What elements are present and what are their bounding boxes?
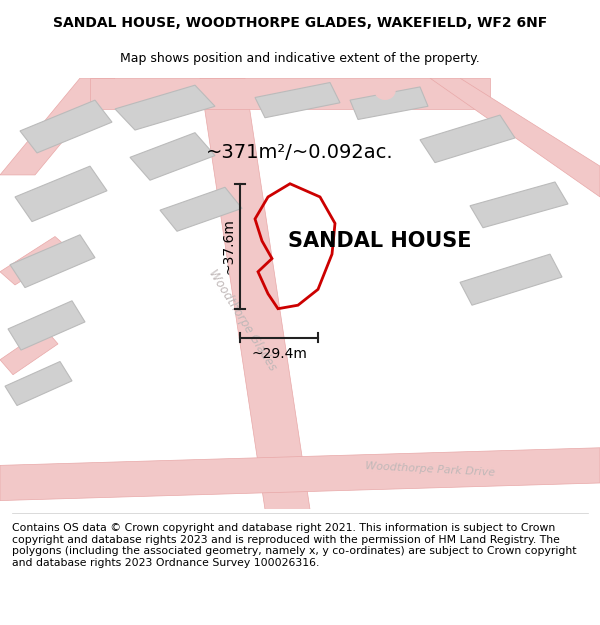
Polygon shape (5, 361, 72, 406)
Polygon shape (0, 78, 115, 175)
Text: Woodthorpe Glades: Woodthorpe Glades (206, 267, 278, 373)
Text: SANDAL HOUSE: SANDAL HOUSE (288, 231, 472, 251)
Polygon shape (0, 236, 70, 285)
Polygon shape (200, 78, 310, 509)
Polygon shape (160, 188, 242, 231)
Polygon shape (10, 235, 95, 288)
Polygon shape (8, 301, 85, 350)
Polygon shape (420, 115, 515, 162)
Text: ~371m²/~0.092ac.: ~371m²/~0.092ac. (206, 143, 394, 162)
Polygon shape (255, 82, 340, 118)
Text: Map shows position and indicative extent of the property.: Map shows position and indicative extent… (120, 52, 480, 65)
Polygon shape (350, 87, 428, 119)
Polygon shape (470, 182, 568, 228)
Polygon shape (130, 132, 215, 180)
Polygon shape (90, 78, 490, 109)
Polygon shape (115, 85, 215, 130)
Polygon shape (0, 329, 58, 375)
Text: ~29.4m: ~29.4m (251, 347, 307, 361)
Polygon shape (430, 78, 600, 197)
Polygon shape (460, 254, 562, 305)
Text: Contains OS data © Crown copyright and database right 2021. This information is : Contains OS data © Crown copyright and d… (12, 523, 577, 568)
Circle shape (375, 82, 395, 99)
Text: SANDAL HOUSE, WOODTHORPE GLADES, WAKEFIELD, WF2 6NF: SANDAL HOUSE, WOODTHORPE GLADES, WAKEFIE… (53, 16, 547, 31)
Polygon shape (0, 448, 600, 501)
Text: Woodthorpe Park Drive: Woodthorpe Park Drive (365, 461, 495, 478)
Text: ~37.6m: ~37.6m (221, 218, 235, 274)
Polygon shape (20, 100, 112, 153)
Polygon shape (15, 166, 107, 222)
